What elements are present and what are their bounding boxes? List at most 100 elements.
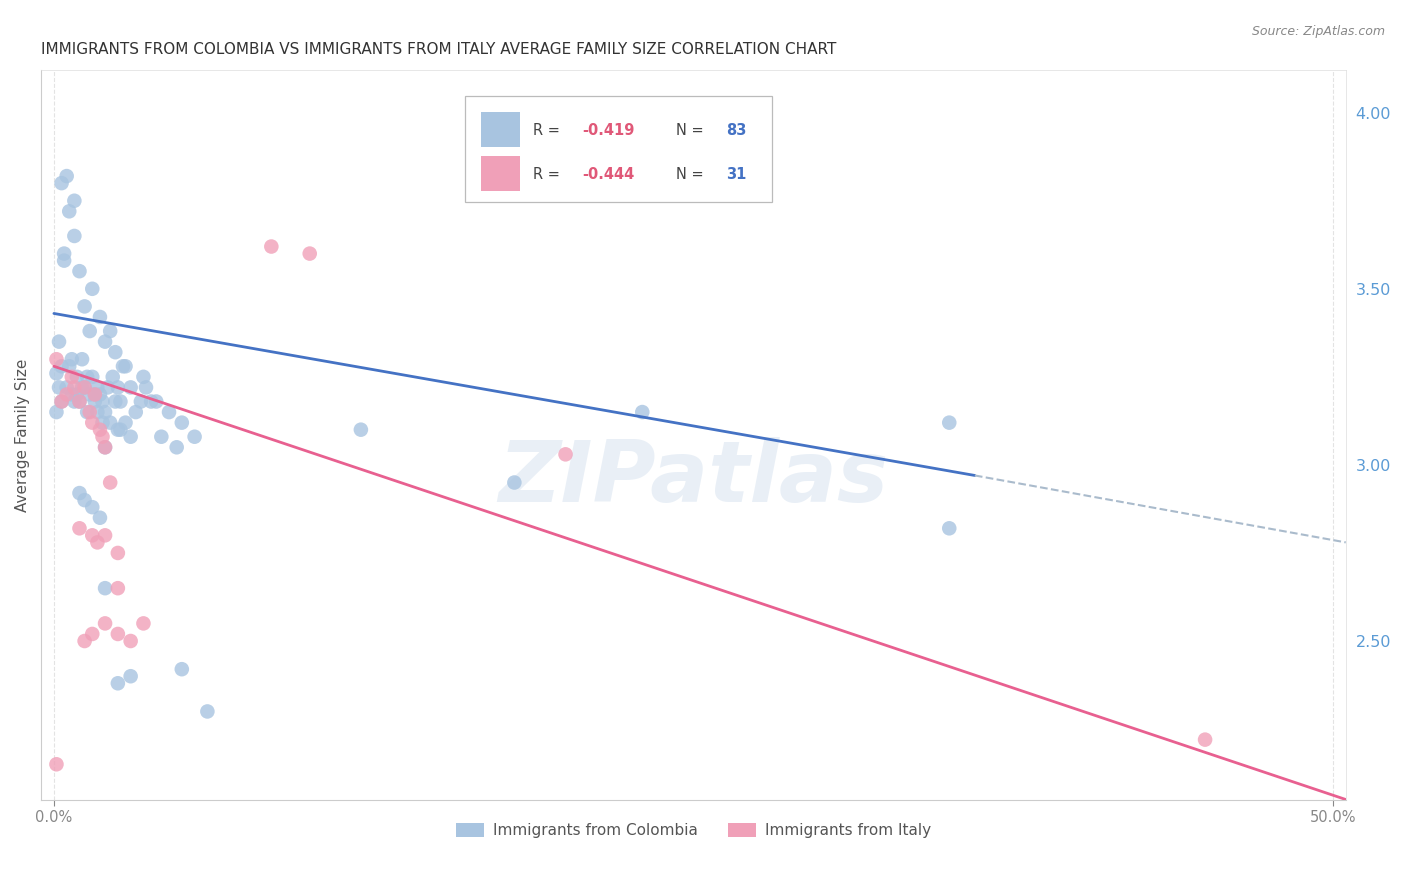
Point (51, 394, 73, 409)
Point (110, 394, 132, 409)
Point (63, 380, 86, 394)
Point (94, 334, 117, 349)
Point (86, 535, 108, 549)
Point (145, 394, 167, 409)
Point (129, 394, 152, 409)
Point (98, 416, 121, 430)
Point (107, 676, 129, 690)
Y-axis label: Average Family Size: Average Family Size (15, 359, 30, 512)
Text: Source: ZipAtlas.com: Source: ZipAtlas.com (1251, 25, 1385, 38)
Point (104, 394, 127, 409)
Point (48, 334, 70, 349)
Point (60, 352, 83, 367)
Point (114, 359, 136, 374)
Point (70, 380, 93, 394)
Point (69, 486, 91, 500)
Point (166, 440, 188, 454)
Point (120, 634, 142, 648)
Text: N =: N = (676, 123, 709, 138)
Point (58, 204, 80, 219)
Point (48, 380, 70, 394)
Point (132, 369, 155, 384)
Point (139, 394, 162, 409)
Point (107, 423, 129, 437)
Point (503, 475, 526, 490)
Point (157, 405, 180, 419)
Text: R =: R = (533, 167, 564, 182)
Point (82, 500, 104, 515)
Point (91, 416, 114, 430)
FancyBboxPatch shape (465, 96, 772, 202)
Point (82, 528, 104, 542)
Point (97, 380, 120, 394)
Point (132, 616, 155, 631)
Point (89, 423, 111, 437)
Point (120, 380, 142, 394)
Point (76, 369, 98, 384)
Point (94, 440, 117, 454)
Point (107, 380, 129, 394)
Point (135, 380, 157, 394)
Text: ZIPatlas: ZIPatlas (498, 437, 889, 520)
Point (60, 387, 83, 401)
Point (298, 246, 321, 260)
Point (69, 394, 91, 409)
Point (83, 387, 105, 401)
Point (45, 757, 67, 772)
Point (107, 546, 129, 560)
Point (94, 405, 117, 419)
Point (938, 416, 960, 430)
Point (554, 447, 576, 461)
Point (104, 345, 127, 359)
Point (89, 510, 111, 524)
Point (73, 493, 96, 508)
Point (260, 239, 283, 253)
Point (51, 359, 73, 374)
Point (170, 662, 193, 676)
Text: R =: R = (533, 123, 564, 138)
Point (70, 352, 93, 367)
Point (55, 387, 77, 401)
Point (86, 380, 108, 394)
Point (94, 616, 117, 631)
Point (53, 253, 76, 268)
FancyBboxPatch shape (481, 112, 520, 147)
Point (91, 430, 114, 444)
Point (73, 634, 96, 648)
Point (63, 194, 86, 208)
Point (51, 394, 73, 409)
Point (101, 369, 124, 384)
Point (170, 416, 193, 430)
Point (150, 430, 173, 444)
Point (53, 246, 76, 260)
Point (82, 416, 104, 430)
Point (45, 367, 67, 381)
Point (83, 394, 105, 409)
Point (350, 423, 373, 437)
Point (45, 352, 67, 367)
Point (58, 359, 80, 374)
Point (125, 405, 148, 419)
Point (51, 176, 73, 190)
Point (45, 405, 67, 419)
Point (79, 387, 101, 401)
Point (63, 229, 86, 244)
Point (82, 627, 104, 641)
Text: N =: N = (676, 167, 709, 182)
Point (197, 705, 219, 719)
Text: 83: 83 (725, 123, 747, 138)
Point (63, 394, 86, 409)
Point (69, 521, 91, 535)
Point (94, 440, 117, 454)
Point (91, 394, 114, 409)
FancyBboxPatch shape (481, 156, 520, 191)
Point (69, 264, 91, 278)
Point (107, 627, 129, 641)
Point (938, 521, 960, 535)
Point (79, 324, 101, 338)
Legend: Immigrants from Colombia, Immigrants from Italy: Immigrants from Colombia, Immigrants fro… (450, 817, 936, 845)
Point (73, 300, 96, 314)
Text: IMMIGRANTS FROM COLOMBIA VS IMMIGRANTS FROM ITALY AVERAGE FAMILY SIZE CORRELATIO: IMMIGRANTS FROM COLOMBIA VS IMMIGRANTS F… (41, 42, 837, 57)
Point (120, 669, 142, 683)
Text: -0.444: -0.444 (582, 167, 634, 182)
